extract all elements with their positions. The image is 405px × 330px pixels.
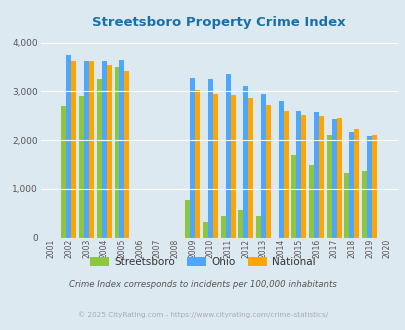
Bar xyxy=(349,132,354,238)
Bar xyxy=(354,129,358,238)
Bar xyxy=(89,61,94,238)
Bar xyxy=(119,60,124,238)
Bar xyxy=(107,65,111,238)
Bar xyxy=(238,210,243,238)
Bar xyxy=(336,118,341,238)
Bar xyxy=(313,112,318,238)
Bar xyxy=(195,89,200,238)
Bar xyxy=(301,115,305,238)
Bar xyxy=(260,94,265,238)
Bar xyxy=(371,135,376,238)
Bar xyxy=(114,67,119,238)
Bar xyxy=(79,96,84,238)
Bar xyxy=(225,74,230,238)
Bar xyxy=(326,135,331,238)
Bar xyxy=(212,94,217,238)
Bar xyxy=(61,106,66,238)
Bar xyxy=(190,78,195,238)
Bar xyxy=(220,216,225,238)
Bar xyxy=(243,86,247,238)
Bar xyxy=(318,116,323,238)
Bar xyxy=(97,79,102,238)
Bar xyxy=(361,171,366,238)
Bar xyxy=(207,79,212,238)
Text: © 2025 CityRating.com - https://www.cityrating.com/crime-statistics/: © 2025 CityRating.com - https://www.city… xyxy=(78,311,327,318)
Bar xyxy=(331,119,336,238)
Bar xyxy=(256,216,260,238)
Bar xyxy=(247,98,253,238)
Bar xyxy=(283,111,288,238)
Bar xyxy=(343,173,349,238)
Bar xyxy=(308,165,313,238)
Bar xyxy=(366,136,371,238)
Bar xyxy=(102,61,107,238)
Title: Streetsboro Property Crime Index: Streetsboro Property Crime Index xyxy=(92,16,345,29)
Bar xyxy=(296,111,301,238)
Bar xyxy=(71,61,76,238)
Bar xyxy=(265,105,270,238)
Legend: Streetsboro, Ohio, National: Streetsboro, Ohio, National xyxy=(86,253,319,271)
Bar xyxy=(278,101,283,238)
Bar xyxy=(185,200,190,238)
Bar xyxy=(202,221,207,238)
Bar xyxy=(230,95,235,238)
Bar xyxy=(66,55,71,238)
Text: Crime Index corresponds to incidents per 100,000 inhabitants: Crime Index corresponds to incidents per… xyxy=(69,280,336,289)
Bar xyxy=(291,155,296,238)
Bar xyxy=(124,71,129,238)
Bar xyxy=(84,61,89,238)
